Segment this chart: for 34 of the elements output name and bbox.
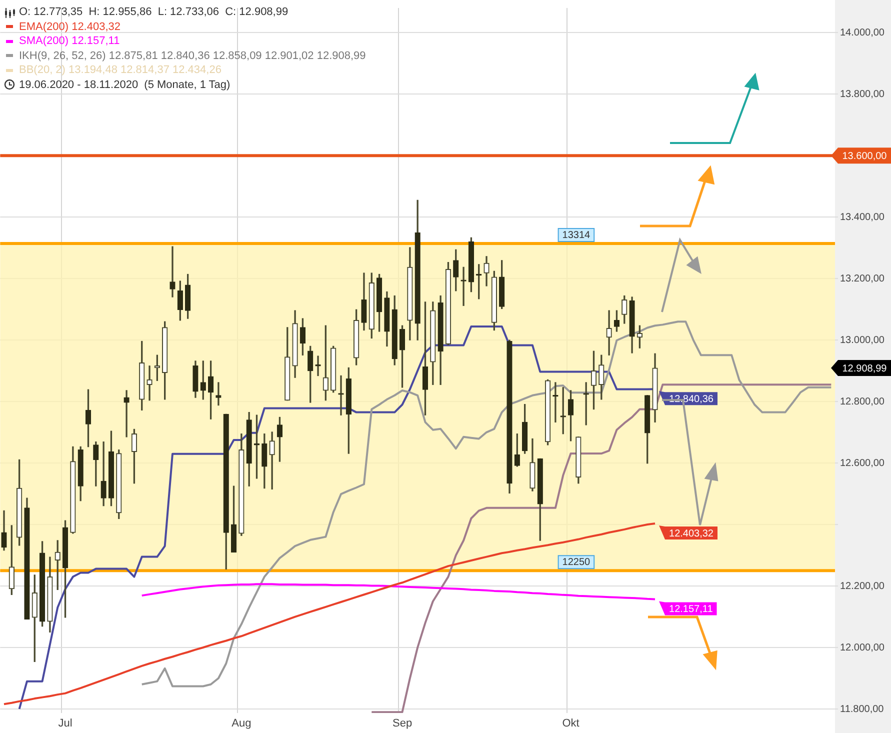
data-label: 12.157,11 xyxy=(669,604,714,615)
candlestick xyxy=(124,390,130,438)
ref-line-label: 13314 xyxy=(562,230,591,241)
data-label: 12.403,32 xyxy=(669,528,714,540)
y-tick-label: 13.800,00 xyxy=(840,88,885,100)
legend-label: IKH(9, 26, 52, 26) 12.875,81 12.840,36 12.858,09 12.901,02 12.908,99 xyxy=(19,48,366,63)
candlestick xyxy=(146,366,152,401)
annotation: O: 12.773,35 H: 12.955,86 L: 12.733,06 C: 12.908,99 xyxy=(19,5,288,20)
y-tick-label: 13.600,00 xyxy=(842,150,888,162)
candlestick xyxy=(216,382,222,406)
annotation: 19.06.2020 - 18.11.2020 (5 Monate, 1 Tag) xyxy=(19,78,230,92)
candlestick xyxy=(170,246,176,298)
y-tick-label: 13.400,00 xyxy=(840,212,885,223)
text: 12.908,99 xyxy=(842,363,887,374)
y-tick-label: 12.200,00 xyxy=(840,580,885,592)
x-tick-label: Okt xyxy=(562,718,580,730)
candlestick xyxy=(269,432,275,490)
candlestick xyxy=(338,375,344,416)
y-tick-label: 13.000,00 xyxy=(840,334,885,346)
y-tick-label: 11.800,00 xyxy=(840,704,884,715)
x-tick-label: Aug xyxy=(232,718,252,730)
y-tick-label: 12.000,00 xyxy=(840,642,885,654)
candlestick xyxy=(606,310,612,356)
y-tick-label: 12.800,00 xyxy=(840,396,885,408)
y-tick-label: 12.600,00 xyxy=(840,458,885,469)
legend-label: EMA(200) 12.403,32 xyxy=(19,20,121,34)
y-tick-label: 13.200,00 xyxy=(840,273,885,284)
x-tick-label: Sep xyxy=(392,718,412,730)
x-tick-label: Jul xyxy=(58,718,72,730)
y-tick-label: 14.000,00 xyxy=(840,27,885,38)
annotation: BB(20, 2) 13.194,48 12.814,37 12.434,26 xyxy=(19,63,222,78)
legend-label: SMA(200) 12.157,11 xyxy=(19,34,120,48)
candlestick xyxy=(460,266,466,306)
ref-line-label: 12250 xyxy=(562,556,591,568)
